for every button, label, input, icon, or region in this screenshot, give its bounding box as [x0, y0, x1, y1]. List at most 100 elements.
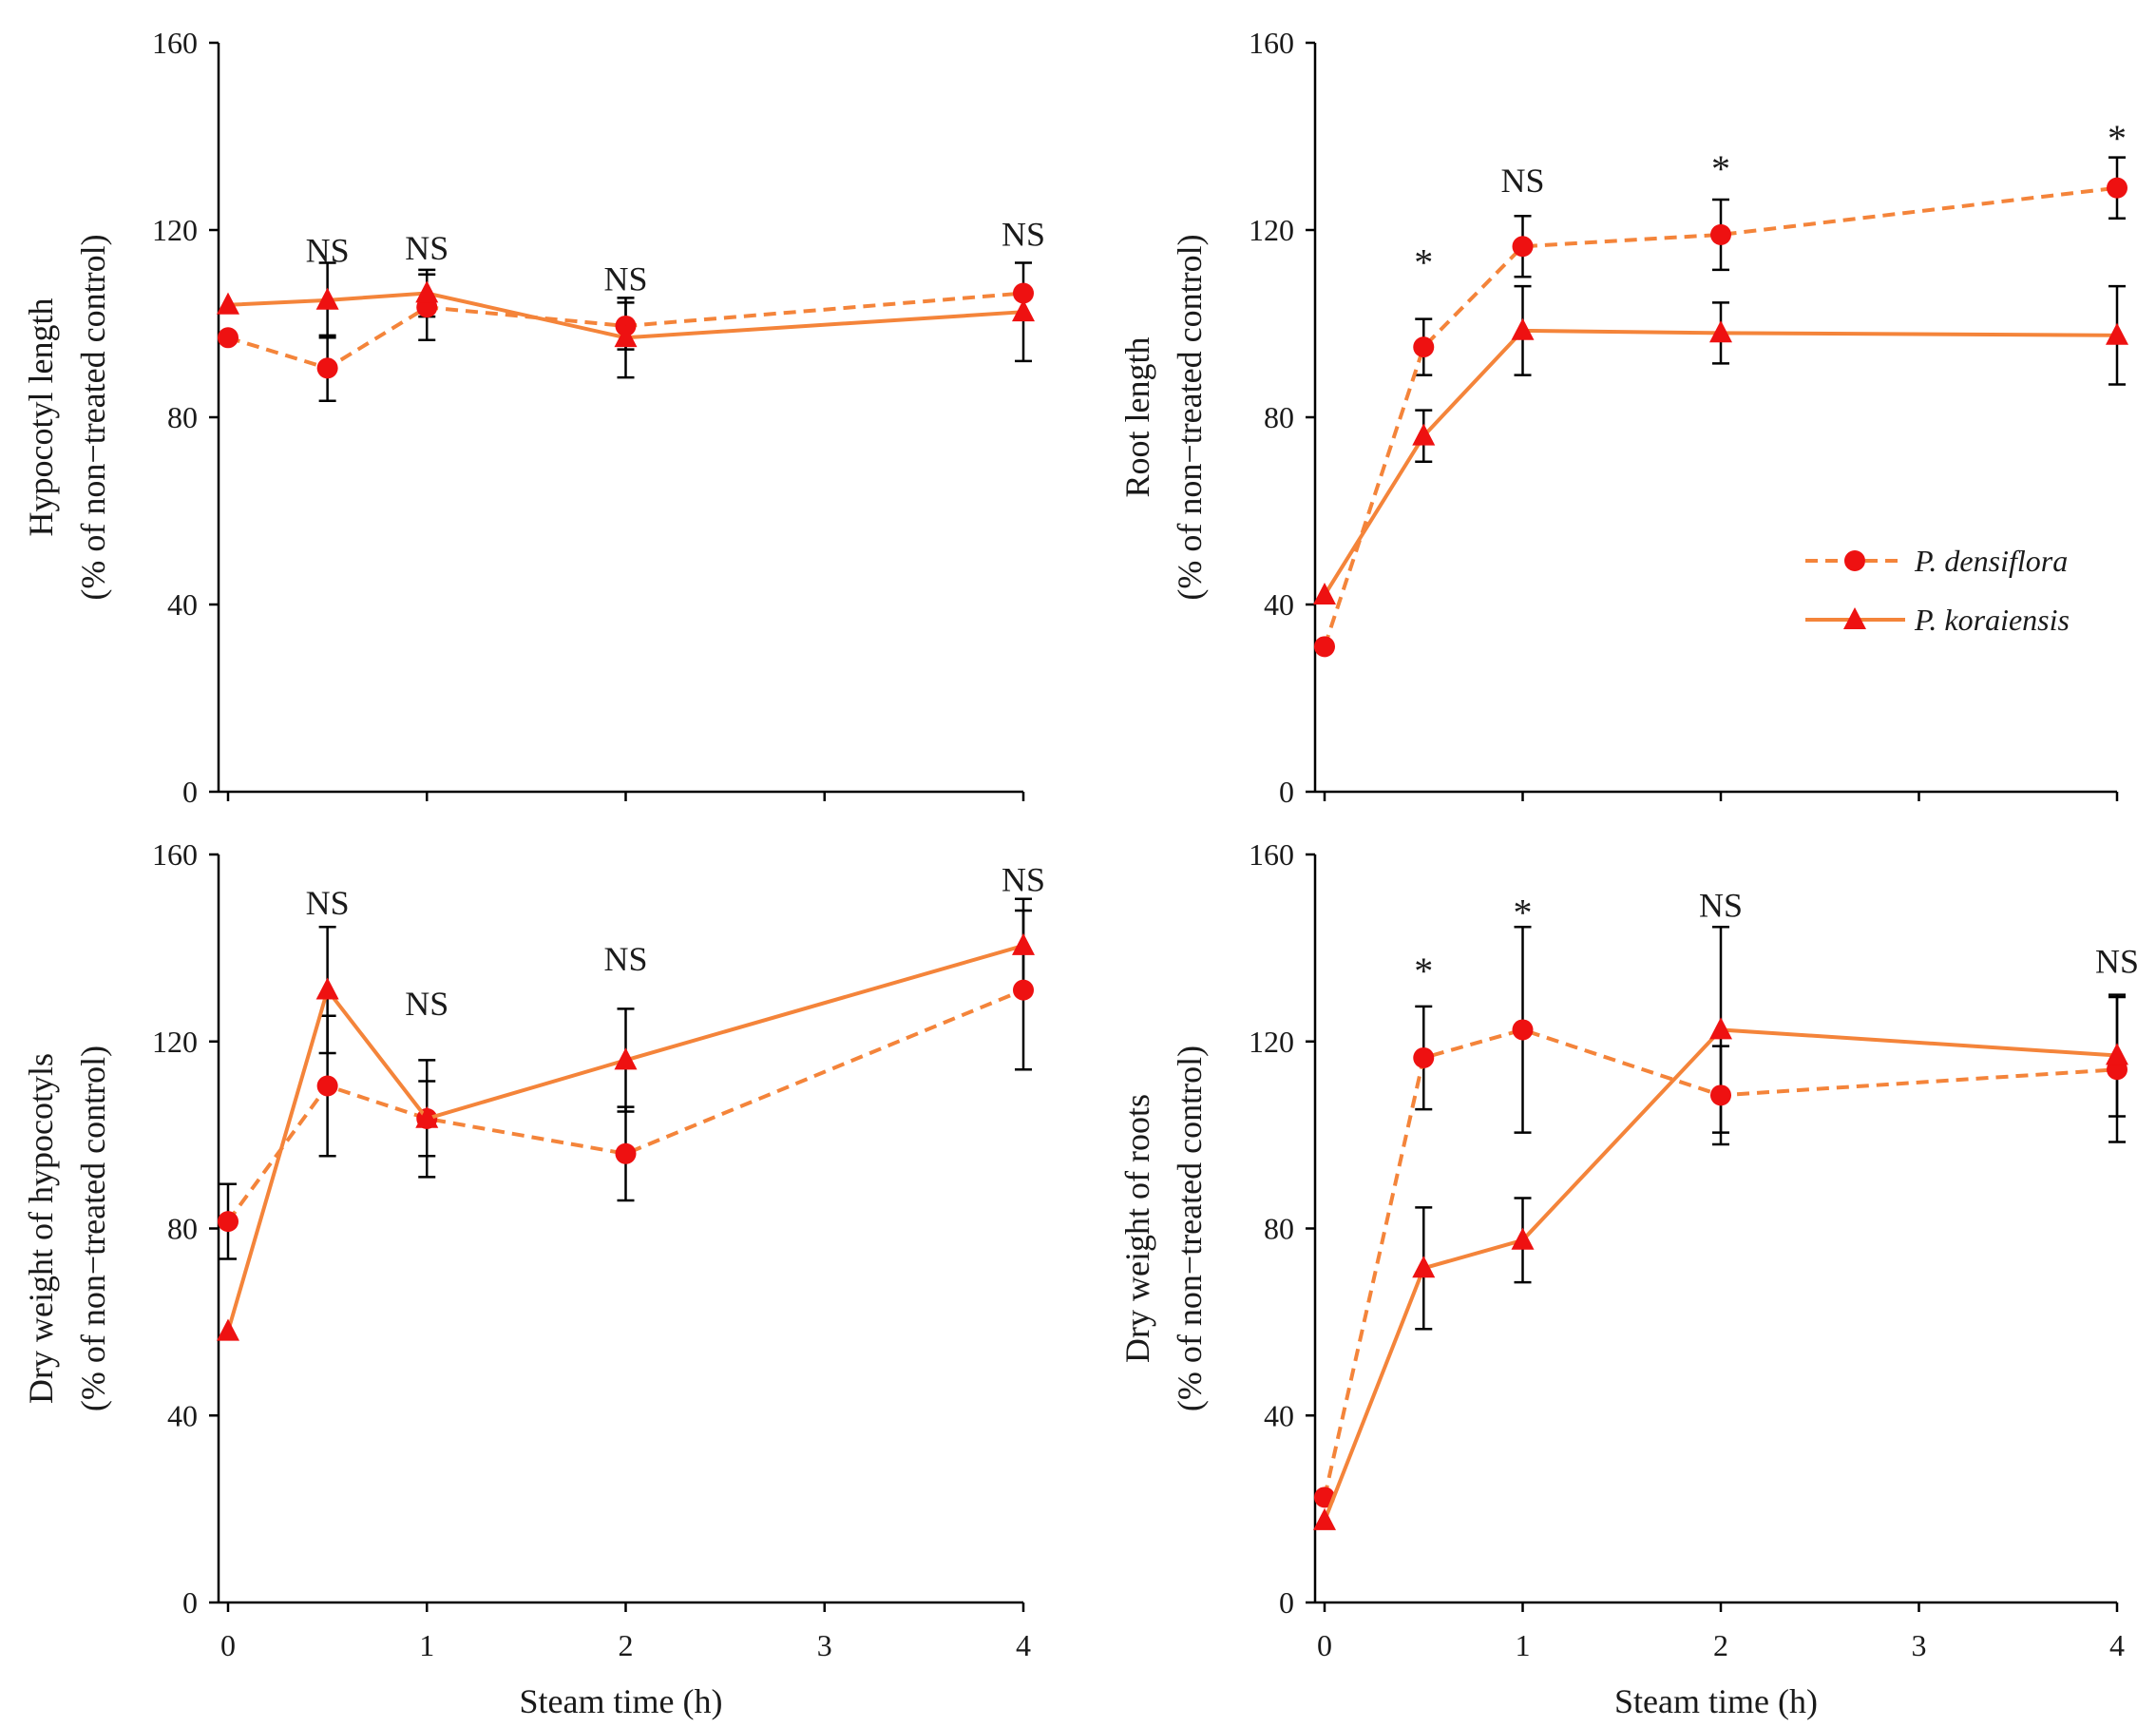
data-point-koraiensis: [315, 287, 339, 310]
y-axis-title: Root length: [1118, 337, 1156, 498]
y-tick-label: 120: [152, 213, 198, 247]
y-tick-label: 0: [182, 1585, 198, 1620]
data-point-koraiensis: [1012, 298, 1035, 322]
y-tick-label: 40: [167, 1398, 198, 1432]
data-point-densiflora: [2107, 177, 2127, 199]
data-point-densiflora: [1314, 636, 1335, 658]
y-tick-label: 120: [1249, 1025, 1294, 1059]
data-point-koraiensis: [2106, 322, 2128, 345]
data-point-koraiensis: [614, 325, 638, 348]
significance-star: *: [1514, 892, 1533, 934]
data-point-koraiensis: [1511, 1227, 1535, 1250]
data-point-densiflora: [316, 1075, 338, 1097]
data-point-densiflora: [1413, 1046, 1435, 1068]
data-point-densiflora: [218, 1211, 238, 1233]
y-tick-label: 40: [1264, 587, 1294, 622]
data-point-koraiensis: [1313, 1507, 1336, 1530]
y-tick-label: 0: [182, 775, 198, 809]
significance-ns: NS: [1002, 861, 1045, 899]
data-point-koraiensis: [1709, 320, 1732, 343]
y-tick-label: 0: [1279, 775, 1294, 809]
chart-panel-root-length: 0 40 80 120 160 Root length (% of non−treated …: [1118, 26, 2128, 809]
significance-ns: NS: [405, 985, 448, 1023]
chart-panel-hypocotyl-length: 0 40 80 120 160 Hypocotyl length (% of non−tre…: [22, 26, 1045, 809]
x-tick-label: 4: [2109, 1628, 2125, 1662]
y-tick-label: 80: [167, 400, 198, 434]
chart-panel-dry-weight-roots: 0 40 80 120 160 0 1 2 3 4 Steam time (h) Dry weight…: [1118, 837, 2139, 1720]
significance-ns: NS: [405, 229, 448, 267]
data-point-densiflora: [1013, 979, 1034, 1001]
y-tick-label: 160: [1249, 837, 1294, 872]
legend-marker-densiflora: [1844, 550, 1865, 571]
legend: P. densiflora P. koraiensis: [1805, 544, 2070, 637]
data-point-densiflora: [1710, 1084, 1731, 1106]
legend-marker-koraiensis: [1843, 607, 1866, 629]
data-point-densiflora: [218, 327, 238, 349]
y-axis-subtitle: (% of non−treated control): [1171, 1046, 1209, 1411]
y-tick-label: 80: [1264, 1212, 1294, 1246]
y-tick-label: 40: [167, 587, 198, 622]
data-point-koraiensis: [1313, 582, 1336, 605]
data-point-koraiensis: [217, 292, 239, 315]
significance-ns: NS: [1699, 887, 1743, 925]
y-tick-label: 80: [1264, 400, 1294, 434]
y-tick-label: 80: [167, 1212, 198, 1246]
x-tick-label: 4: [1016, 1628, 1031, 1662]
data-point-koraiensis: [1709, 1017, 1732, 1040]
x-tick-label: 1: [1516, 1628, 1531, 1662]
series-line-densiflora: [1323, 1027, 2118, 1498]
y-axis-title: Dry weight of hypocotyls: [22, 1053, 60, 1404]
data-point-densiflora: [1512, 1019, 1534, 1041]
significance-ns: NS: [306, 232, 350, 270]
y-tick-label: 40: [1264, 1398, 1294, 1432]
data-point-koraiensis: [2106, 1043, 2128, 1065]
y-tick-label: 120: [152, 1025, 198, 1059]
significance-ns: NS: [603, 259, 647, 297]
y-axis-subtitle: (% of non−treated control): [74, 234, 112, 600]
data-point-densiflora: [615, 1142, 637, 1164]
data-point-koraiensis: [1412, 1256, 1436, 1278]
x-axis-title: Steam time (h): [520, 1682, 723, 1720]
data-point-densiflora: [1013, 282, 1034, 304]
x-tick-label: 0: [220, 1628, 236, 1662]
significance-ns: NS: [306, 884, 350, 922]
significance-star: *: [1414, 950, 1433, 992]
significance-ns: NS: [1500, 162, 1544, 200]
y-tick-label: 160: [1249, 26, 1294, 60]
chart-panel-dry-weight-hypocotyls: 0 40 80 120 160 0 1 2 3 4 Steam time (h) Dry weight…: [22, 837, 1045, 1720]
data-point-koraiensis: [614, 1047, 638, 1070]
y-axis-title: Dry weight of roots: [1118, 1094, 1156, 1363]
y-axis-subtitle: (% of non−treated control): [1171, 234, 1209, 600]
data-point-densiflora: [1710, 223, 1731, 245]
y-axis-subtitle: (% of non−treated control): [74, 1046, 112, 1411]
significance-star: *: [1711, 147, 1730, 190]
x-axis-title: Steam time (h): [1614, 1682, 1818, 1720]
y-tick-label: 120: [1249, 213, 1294, 247]
data-point-koraiensis: [315, 977, 339, 1000]
x-tick-label: 0: [1317, 1628, 1332, 1662]
data-point-koraiensis: [415, 280, 439, 303]
data-point-densiflora: [1512, 236, 1534, 258]
legend-label-koraiensis: P. koraiensis: [1914, 603, 2070, 637]
legend-label-densiflora: P. densiflora: [1914, 544, 2068, 578]
x-tick-label: 3: [1912, 1628, 1927, 1662]
data-point-koraiensis: [217, 1318, 239, 1341]
significance-star: *: [2108, 117, 2127, 160]
data-point-koraiensis: [1412, 423, 1436, 446]
y-tick-label: 160: [152, 26, 198, 60]
significance-ns: NS: [2095, 943, 2139, 981]
data-point-densiflora: [316, 357, 338, 379]
series-line-densiflora: [226, 988, 1024, 1223]
significance-star: *: [1414, 241, 1433, 284]
y-tick-label: 160: [152, 837, 198, 872]
x-tick-label: 1: [419, 1628, 434, 1662]
data-point-koraiensis: [1012, 932, 1035, 955]
y-axis-title: Hypocotyl length: [22, 298, 60, 537]
x-tick-label: 2: [619, 1628, 634, 1662]
x-tick-label: 2: [1713, 1628, 1728, 1662]
significance-ns: NS: [603, 940, 647, 978]
x-tick-label: 3: [817, 1628, 832, 1662]
y-tick-label: 0: [1279, 1585, 1294, 1620]
data-point-densiflora: [1413, 336, 1435, 358]
